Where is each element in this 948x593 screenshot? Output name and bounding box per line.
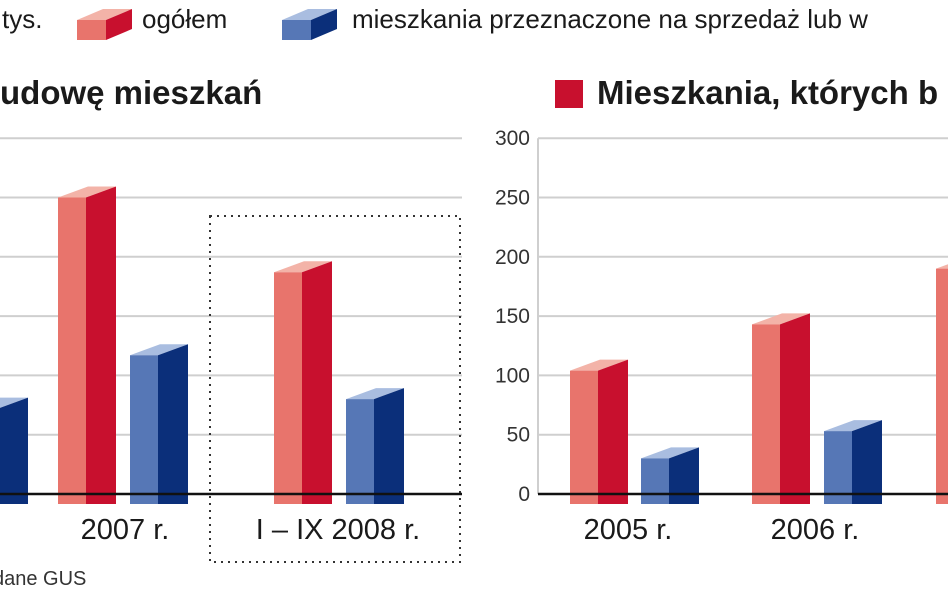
- y-tick-label-50: 50: [507, 424, 530, 447]
- bar-sprzedaz-cat0: [0, 397, 28, 504]
- bar-sprzedaz-2006-r-: [824, 420, 882, 504]
- legend-unit-text: tys.: [2, 4, 43, 34]
- y-tick-label-200: 200: [495, 246, 530, 269]
- bar-sprzedaz-2005-r-: [641, 447, 699, 504]
- right-chart-title: Mieszkania, których b: [597, 74, 939, 111]
- bar-sprzedaz-2007-r-: [130, 344, 188, 504]
- y-tick-label-150: 150: [495, 305, 530, 328]
- right-title-square: [555, 80, 583, 108]
- category-label-2006: 2006 r.: [770, 514, 860, 546]
- highlight-box-2008: [209, 215, 461, 563]
- source-note: dane GUS: [0, 568, 87, 590]
- left-chart-title: udowę mieszkań: [0, 74, 263, 111]
- bar-ogolem-cat2: [936, 264, 948, 504]
- legend-label-sprzedaz: mieszkania przeznaczone na sprzedaż lub …: [352, 4, 868, 34]
- category-label-2005: 2005 r.: [583, 514, 673, 546]
- bar-ogolem-2005-r-: [570, 359, 628, 504]
- y-tick-label-300: 300: [495, 127, 530, 150]
- category-label-2007: 2007 r.: [80, 514, 170, 546]
- bar-ogolem-i-ix-2008-r-: [274, 261, 332, 504]
- category-label-2008-i-ix: I – IX 2008 r.: [255, 514, 421, 546]
- bar-ogolem-2006-r-: [752, 313, 810, 504]
- bar-ogolem-2007-r-: [58, 186, 116, 504]
- bar-sprzedaz-i-ix-2008-r-: [346, 388, 404, 504]
- y-tick-label-0: 0: [518, 483, 530, 506]
- legend-label-ogolem: ogółem: [142, 4, 228, 34]
- y-tick-label-100: 100: [495, 364, 530, 387]
- y-tick-label-250: 250: [495, 187, 530, 210]
